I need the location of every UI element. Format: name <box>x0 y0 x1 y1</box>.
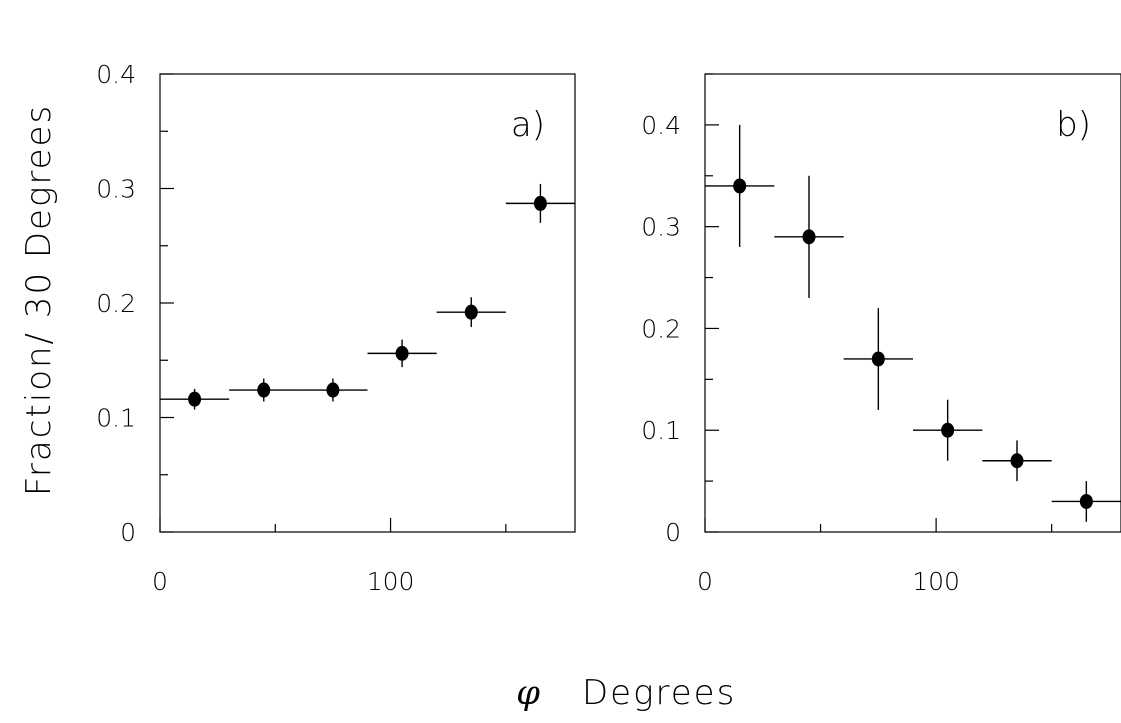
panel-b-x-tick-label: 100 <box>912 567 960 596</box>
panel-b-y-tick-label: 0.2 <box>641 314 681 343</box>
panel-b-label: b) <box>1056 105 1091 145</box>
panel-a-data-point <box>533 195 547 211</box>
y-axis-label: Fraction/ 30 Degrees <box>19 104 59 496</box>
panel-b-data-point <box>941 422 955 438</box>
panel-a-y-tick-label: 0.4 <box>96 60 136 89</box>
panel-a-y-tick-label: 0 <box>120 518 136 547</box>
panel-b-frame <box>704 73 1121 533</box>
panel-a-data-point <box>464 304 478 320</box>
x-axis-label: Degrees <box>582 673 736 713</box>
panel-b-data-point <box>802 229 816 245</box>
panel-a-x-tick-label: 100 <box>367 567 415 596</box>
panel-a-data-point <box>257 382 271 398</box>
panel-a-y-tick-label: 0.2 <box>96 289 136 318</box>
panel-a-y-tick-label: 0.3 <box>96 175 136 204</box>
panel-a-data-point <box>326 382 340 398</box>
panel-b-data-point <box>1010 453 1024 469</box>
panel-b-y-tick-label: 0.4 <box>641 111 681 140</box>
panel-a-data-point <box>188 391 202 407</box>
panel-b-data-point <box>733 178 747 194</box>
panel-a-x-tick-label: 0 <box>152 567 168 596</box>
panel-b-y-tick-label: 0.3 <box>641 213 681 242</box>
panel-a-data-point <box>395 345 409 361</box>
panel-b-x-tick-label: 0 <box>697 567 713 596</box>
panel-b-data-point <box>871 351 885 367</box>
panel-b-y-tick-label: 0.1 <box>641 416 681 445</box>
panel-b-data-point <box>1079 493 1093 509</box>
panel-a-label: a) <box>511 105 545 145</box>
x-axis-label-symbol: φ <box>516 673 540 713</box>
panel-a-y-tick-label: 0.1 <box>96 404 136 433</box>
panel-b-y-tick-label: 0 <box>665 518 681 547</box>
